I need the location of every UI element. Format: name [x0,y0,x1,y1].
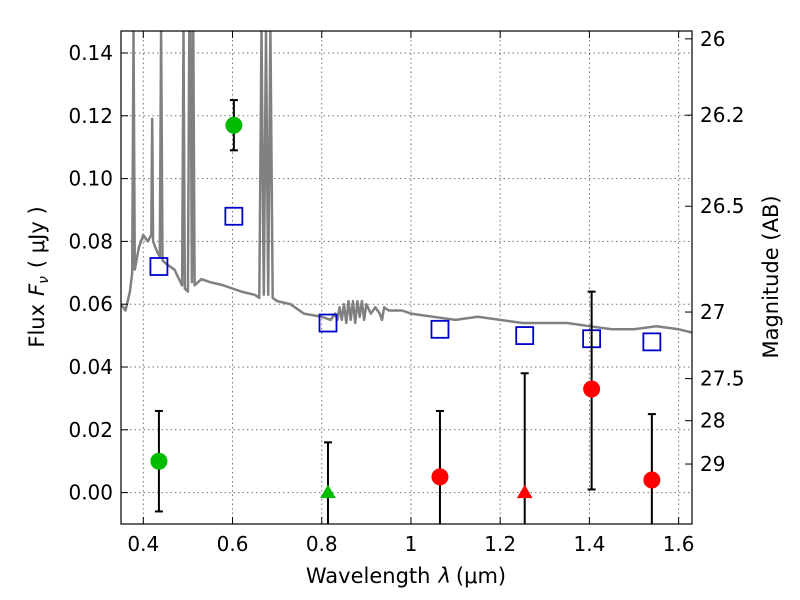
y-tick-label: 0.08 [68,229,113,253]
observed-detection-point [643,471,661,489]
observed-detection-point [150,452,168,470]
model-photometry-square [642,332,662,352]
x-tick-label: 1.4 [573,532,605,556]
grid-lines [121,31,692,524]
x-tick-label: 0.6 [217,532,249,556]
y-axis-label: FluxFν( μJy ) [25,206,52,347]
y2-tick-label: 27.5 [700,367,745,391]
x-tick-label: 0.8 [306,532,338,556]
observed-upper-limit-marker [516,484,533,499]
y-tick-label: 0.14 [68,41,113,65]
x-tick-label: 0.4 [127,532,159,556]
y-tick-label: 0.12 [68,104,113,128]
y-tick-label: 0.02 [68,418,113,442]
model-photometry-square [515,326,535,345]
y2-tick-label: 28 [700,409,725,433]
y2-tick-label: 26 [700,27,725,51]
y-tick-label: 0.06 [68,292,113,316]
y-tick-label: 0.04 [68,355,113,379]
observed-detection-point [431,468,449,486]
model-photometry-layer [149,206,662,352]
x-tick-label: 1 [405,532,418,556]
y2-tick-label: 26.2 [700,103,745,127]
x-tick-label: 1.6 [663,532,695,556]
axis-ticks: 0.4 0.6 0.8 1 1.2 1.4 1.6 0.00 0.02 0.04 0.06 0.08 0… [68,27,744,556]
x-axis-label: Wavelength λ (μm) [306,564,506,588]
model-photometry-square [224,206,244,226]
y2-tick-label: 26.5 [700,194,745,218]
y2-axis-label: Magnitude (AB) [759,195,783,358]
y2-tick-label: 29 [700,452,725,476]
plot-frame [120,30,693,525]
model-spectrum-line [121,31,692,334]
y-tick-label: 0.10 [68,167,113,191]
model-photometry-square [318,313,338,333]
model-spectrum-layer [121,31,692,334]
y2-tick-label: 27 [700,300,725,324]
model-photometry-square [149,257,169,276]
y-tick-label: 0.00 [68,481,113,505]
observed-upper-limit-marker [320,484,336,499]
model-photometry-square [430,319,450,339]
x-tick-label: 1.2 [484,532,516,556]
observed-points-layer [150,99,661,524]
observed-detection-point [225,116,243,134]
observed-detection-point [583,380,601,398]
